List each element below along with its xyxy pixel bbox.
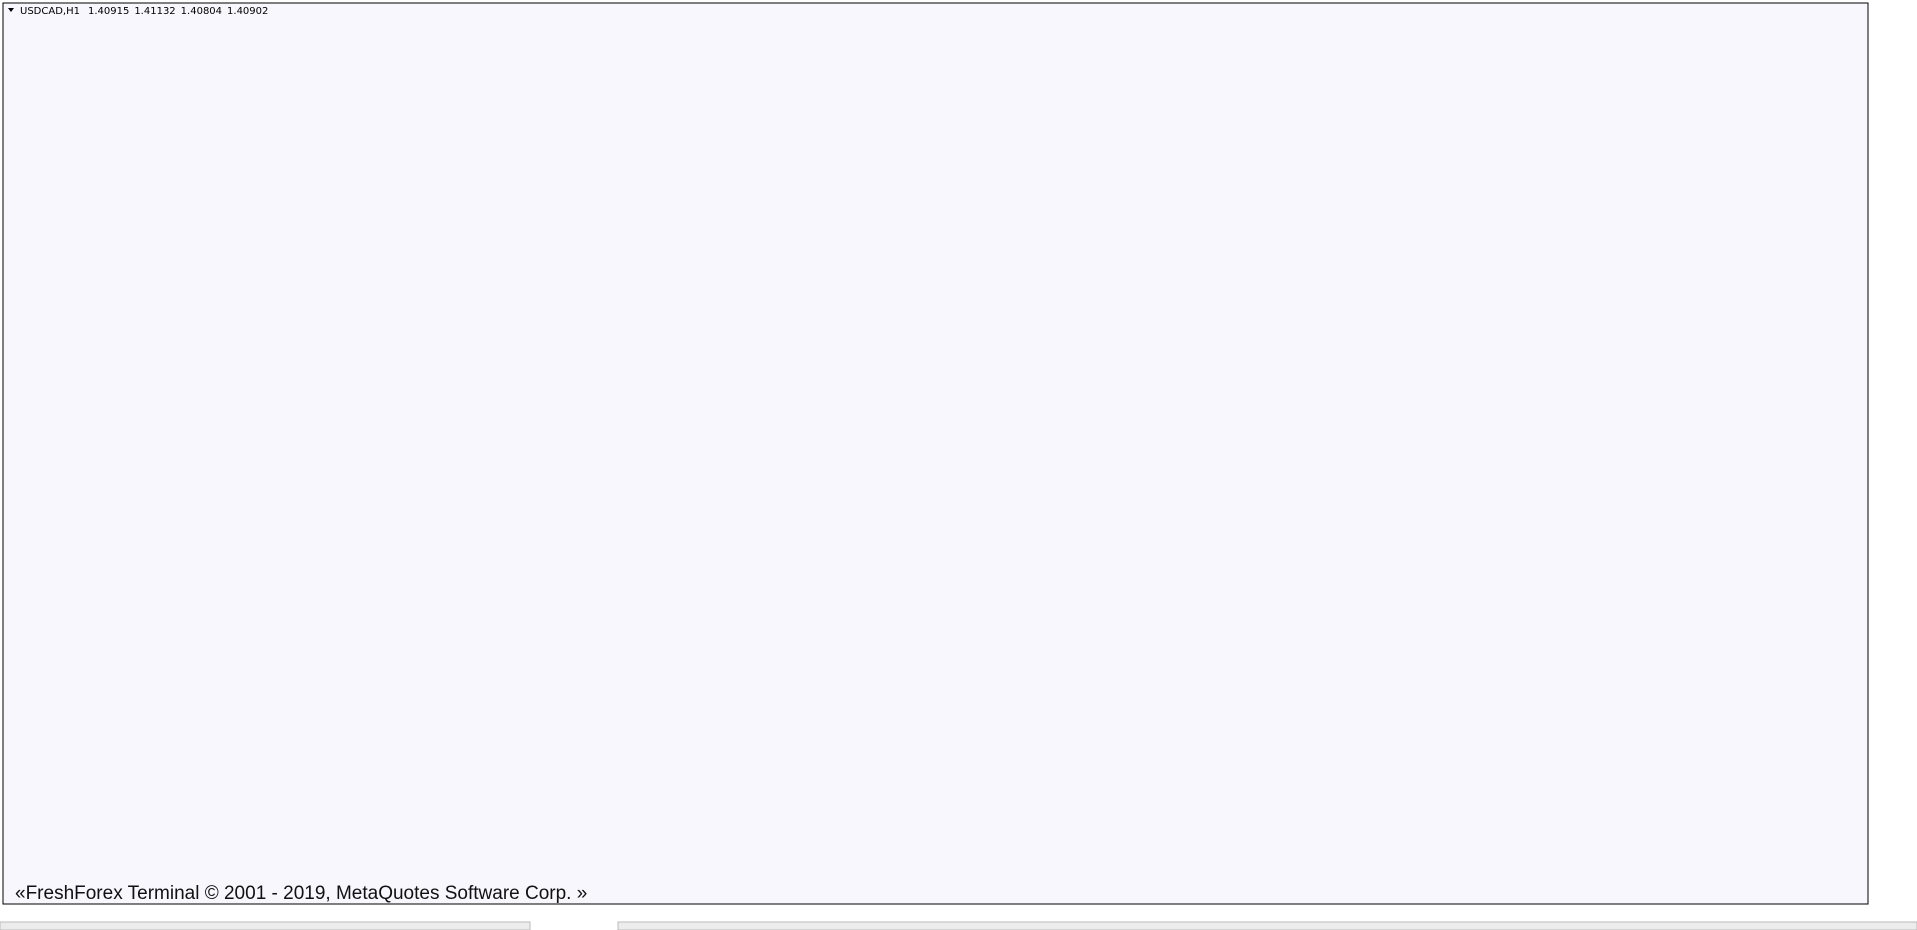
symbol: USDCAD,H1 bbox=[20, 6, 80, 17]
scrollbar[interactable] bbox=[617, 921, 1917, 930]
low-value: 1.40804 bbox=[181, 6, 222, 17]
tab-strip[interactable] bbox=[0, 921, 531, 930]
menu-arrow[interactable] bbox=[8, 8, 14, 12]
watermark: «FreshForex Terminal © 2001 - 2019, Meta… bbox=[15, 883, 587, 904]
close-value: 1.40902 bbox=[227, 6, 268, 17]
chart-header: USDCAD,H1 1.40915 1.41132 1.40804 1.40902 bbox=[20, 6, 268, 17]
high-value: 1.41132 bbox=[134, 6, 175, 17]
open-value: 1.40915 bbox=[88, 6, 129, 17]
plot-area bbox=[2, 2, 1869, 905]
